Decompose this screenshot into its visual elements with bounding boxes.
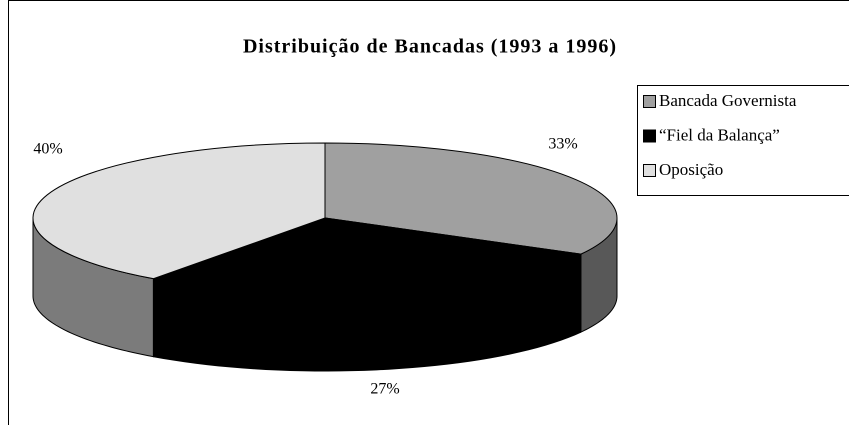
data-label: 33%	[548, 136, 577, 153]
legend-label: Bancada Governista	[659, 91, 797, 110]
legend-swatch	[643, 129, 656, 143]
legend-swatch	[643, 164, 656, 177]
legend-box	[637, 85, 849, 196]
legend-swatch	[643, 95, 656, 108]
data-label: 40%	[33, 141, 62, 158]
pie-slice	[32, 142, 326, 280]
legend-label: Oposição	[659, 160, 723, 179]
legend-label: “Fiel da Balança”	[659, 125, 780, 144]
data-label: 27%	[370, 381, 399, 398]
pie-slice	[324, 142, 618, 255]
chart-title: Distribuição de Bancadas (1993 a 1996)	[243, 36, 617, 58]
pie-slice	[151, 217, 583, 294]
